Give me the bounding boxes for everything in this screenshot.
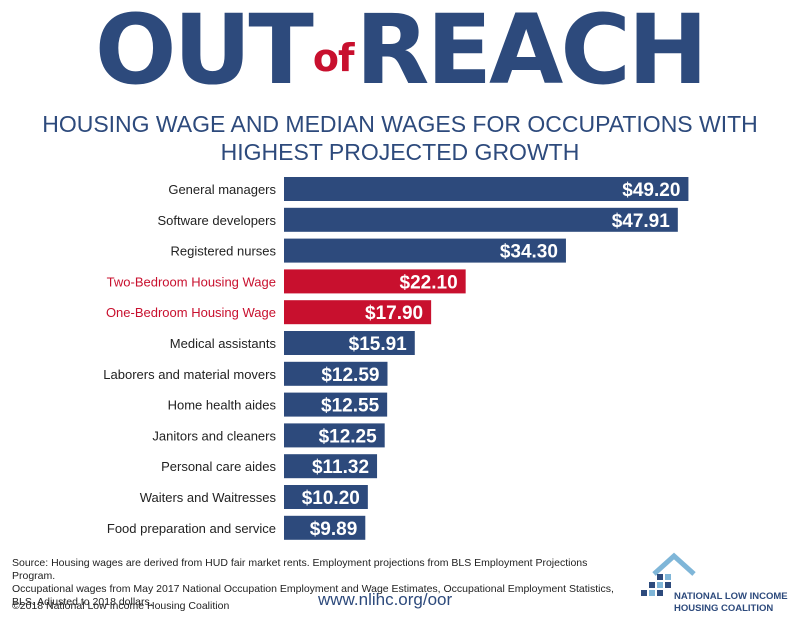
category-label-3: Two-Bedroom Housing Wage: [107, 274, 276, 289]
category-label-5: Medical assistants: [170, 336, 277, 351]
copyright: ©2018 National Low Income Housing Coalit…: [12, 600, 230, 612]
bar-6: [284, 361, 388, 386]
value-label-9: $11.32: [312, 457, 369, 478]
title-of: of: [312, 36, 355, 80]
value-label-11: $9.89: [310, 519, 358, 540]
bar-5: [284, 331, 415, 355]
source-line-1: Source: Housing wages are derived from H…: [12, 557, 588, 582]
bar-1: [284, 207, 678, 232]
title-out: OUT: [94, 0, 314, 106]
category-label-9: Personal care aides: [161, 459, 276, 474]
category-label-6: Laborers and material movers: [103, 367, 276, 382]
value-label-7: $12.55: [321, 396, 380, 417]
org-name: NATIONAL LOW INCOME HOUSING COALITION: [674, 591, 788, 615]
value-label-10: $10.20: [302, 488, 360, 509]
bar-4: [284, 300, 432, 325]
bar-0: [284, 177, 689, 201]
website-link[interactable]: www.nlihc.org/oor: [318, 590, 453, 609]
bar-9: [284, 454, 378, 479]
bar-11: [284, 515, 366, 540]
value-label-4: $17.90: [365, 303, 423, 324]
value-label-5: $15.91: [349, 334, 408, 355]
title-reach: REACH: [355, 0, 709, 106]
subtitle-line-2: HIGHEST PROJECTED GROWTH: [220, 139, 580, 165]
category-label-7: Home health aides: [168, 398, 277, 413]
subtitle-line-1: HOUSING WAGE AND MEDIAN WAGES FOR OCCUPA…: [42, 111, 758, 137]
source-line-3: BLS. Adjusted to 2018 dollars.: [12, 596, 153, 608]
value-label-8: $12.25: [319, 426, 378, 447]
banner-title: OUTofREACH: [0, 0, 800, 100]
value-label-0: $49.20: [622, 180, 680, 201]
value-label-2: $34.30: [500, 242, 558, 263]
source-line-2: Occupational wages from May 2017 Nationa…: [12, 583, 614, 595]
bar-8: [284, 423, 385, 448]
bar-7: [284, 392, 388, 417]
bar-3: [284, 269, 466, 294]
chart-subtitle: HOUSING WAGE AND MEDIAN WAGES FOR OCCUPA…: [0, 110, 800, 166]
category-label-4: One-Bedroom Housing Wage: [106, 305, 276, 320]
nlihc-logo-icon: [641, 552, 696, 596]
bar-2: [284, 238, 566, 263]
bar-10: [284, 485, 368, 509]
value-label-6: $12.59: [321, 365, 379, 386]
bar-chart: General managers $49.20 Software developer…: [103, 177, 689, 540]
org-name-line-1: NATIONAL LOW INCOME: [674, 591, 788, 602]
value-label-1: $47.91: [612, 211, 671, 232]
category-label-2: Registered nurses: [171, 244, 277, 259]
value-label-3: $22.10: [400, 272, 458, 293]
category-label-10: Waiters and Waitresses: [140, 490, 277, 505]
category-label-11: Food preparation and service: [107, 521, 276, 536]
org-name-line-2: HOUSING COALITION: [674, 603, 774, 614]
category-label-1: Software developers: [157, 213, 276, 228]
source-note: Source: Housing wages are derived from H…: [12, 557, 632, 609]
category-label-8: Janitors and cleaners: [152, 428, 276, 443]
category-label-0: General managers: [168, 182, 276, 197]
